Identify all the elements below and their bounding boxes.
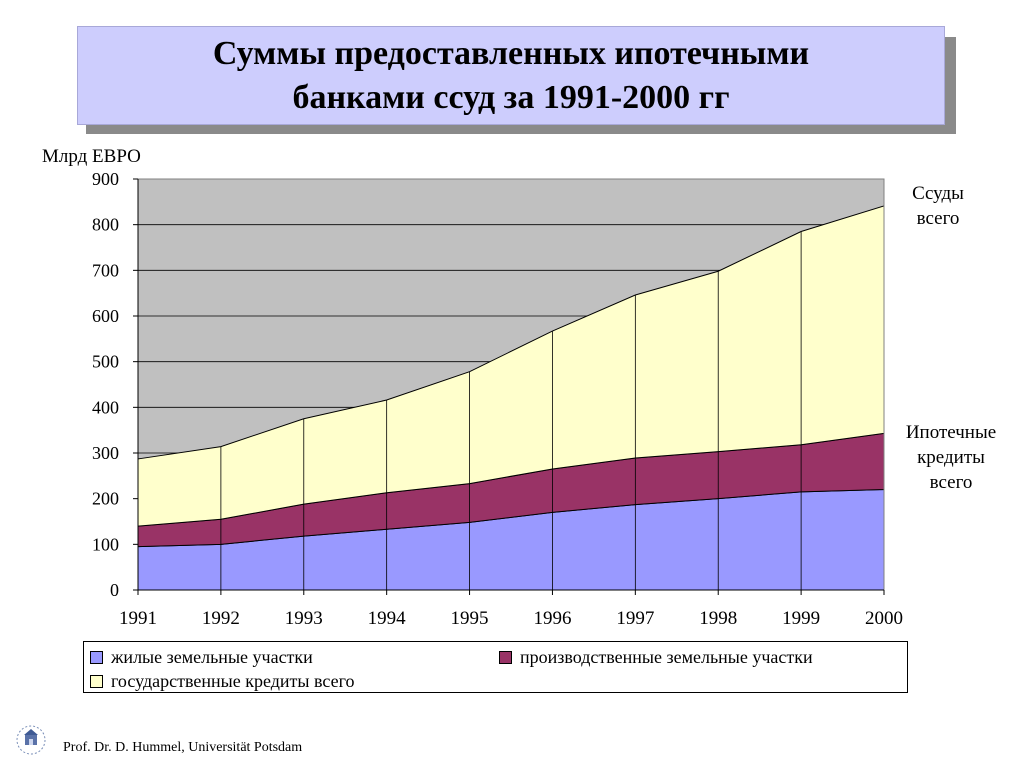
legend-item-residential: жилые земельные участки [90,647,313,668]
x-tick-label-1996: 1996 [533,608,571,629]
y-tick-label-700: 700 [92,260,119,280]
total-loans-label-line-1: Ссуды [912,183,964,204]
page-title-line-2: банками ссуд за 1991-2000 гг [292,78,730,116]
x-tick-label-1994: 1994 [368,608,407,629]
y-tick-label-100: 100 [92,534,119,554]
y-tick-label-800: 800 [92,215,119,235]
y-tick-label-500: 500 [92,352,119,372]
legend-swatch-industrial [499,651,512,664]
y-tick-label-900: 900 [92,169,119,189]
y-tick-label-200: 200 [92,489,119,509]
legend-label-state: государственные кредиты всего [111,671,355,691]
legend-label-residential: жилые земельные участки [111,647,313,667]
legend-swatch-state [90,675,103,688]
x-tick-label-1998: 1998 [699,608,737,629]
y-axis-unit-label: Млрд ЕВРО [42,146,141,167]
y-tick-label-0: 0 [110,580,119,600]
y-tick-label-300: 300 [92,443,119,463]
legend-swatch-residential [90,651,103,664]
x-tick-label-1997: 1997 [616,608,654,629]
mortgage-total-label-line-3: всего [929,472,973,493]
legend-item-industrial: производственные земельные участки [499,647,813,668]
x-tick-label-2000: 2000 [865,608,903,629]
total-loans-label-line-2: всего [916,208,960,229]
legend-item-state: государственные кредиты всего [90,671,355,692]
title-box: Суммы предоставленных ипотечными банками… [77,26,945,125]
y-tick-label-600: 600 [92,306,119,326]
university-seal-icon [16,725,46,755]
x-tick-label-1991: 1991 [119,608,157,629]
x-tick-label-1992: 1992 [202,608,240,629]
legend-label-industrial: производственные земельные участки [520,647,813,667]
y-tick-label-400: 400 [92,397,119,417]
x-tick-label-1995: 1995 [451,608,489,629]
total-loans-label: Ссуды всего [893,181,983,231]
footer-author: Prof. Dr. D. Hummel, Universität Potsdam [63,740,303,755]
chart-legend: жилые земельные участки производственные… [83,641,908,693]
mortgage-total-label-line-1: Ипотечные [905,422,997,443]
mortgage-total-label-line-2: кредиты [917,447,985,468]
x-tick-label-1993: 1993 [285,608,323,629]
page-title-line-1: Суммы предоставленных ипотечными [212,34,810,72]
mortgage-total-label: Ипотечные кредиты всего [891,420,1011,495]
x-tick-label-1999: 1999 [782,608,820,629]
